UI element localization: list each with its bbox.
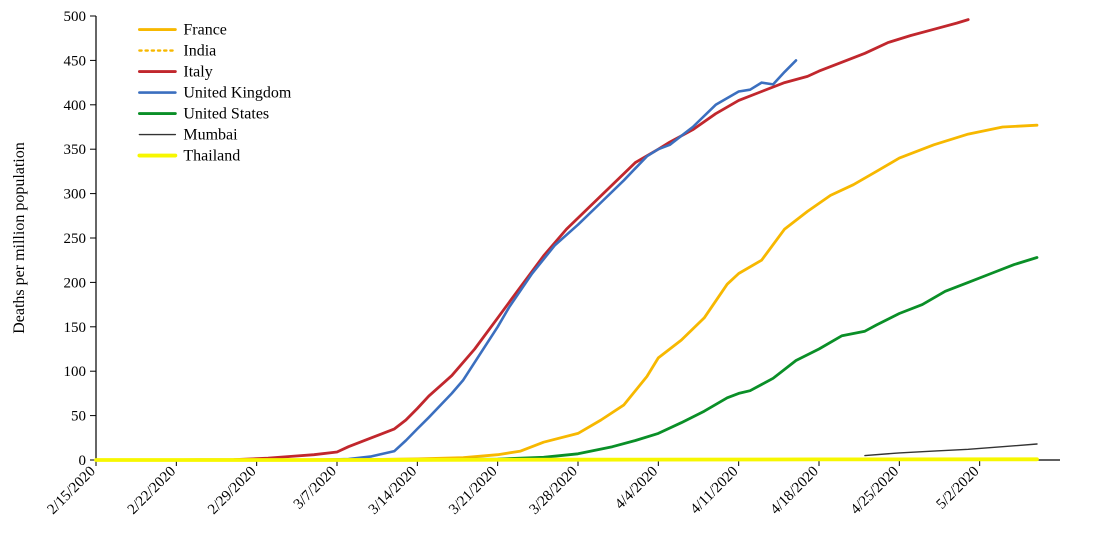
- y-tick-label: 150: [64, 320, 87, 336]
- y-tick-label: 350: [64, 142, 87, 158]
- legend-label: Italy: [183, 64, 212, 81]
- chart-container: 0501001502002503003504004505002/15/20202…: [0, 0, 1108, 542]
- legend-label: Mumbai: [183, 127, 238, 144]
- y-tick-label: 400: [64, 98, 87, 114]
- y-tick-label: 500: [64, 9, 87, 25]
- legend-label: United States: [183, 106, 269, 123]
- series-line: [96, 459, 1037, 460]
- legend-label: India: [183, 43, 216, 60]
- legend-label: United Kingdom: [183, 85, 292, 102]
- legend-label: Thailand: [183, 148, 240, 165]
- line-chart: 0501001502002503003504004505002/15/20202…: [0, 0, 1108, 542]
- y-tick-label: 250: [64, 231, 87, 247]
- y-tick-label: 200: [64, 275, 87, 291]
- y-axis-label: Deaths per million population: [11, 142, 28, 334]
- y-tick-label: 100: [64, 364, 87, 380]
- y-tick-label: 450: [64, 53, 87, 69]
- y-tick-label: 50: [71, 409, 86, 425]
- legend-label: France: [183, 22, 227, 39]
- y-tick-label: 300: [64, 187, 87, 203]
